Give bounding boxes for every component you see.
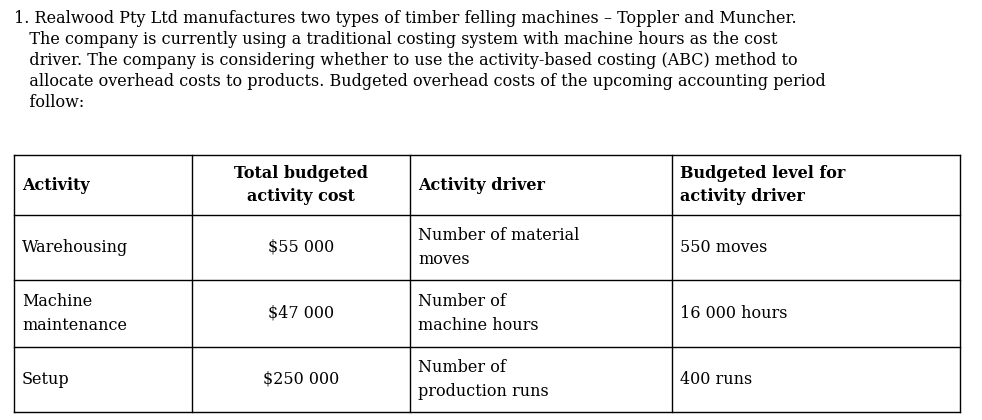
Text: Number of material
moves: Number of material moves (418, 227, 579, 268)
Text: driver. The company is considering whether to use the activity-based costing (AB: driver. The company is considering wheth… (14, 52, 797, 69)
Text: The company is currently using a traditional costing system with machine hours a: The company is currently using a traditi… (14, 31, 778, 48)
Text: Warehousing: Warehousing (22, 239, 129, 256)
Text: Machine
maintenance: Machine maintenance (22, 293, 127, 334)
Text: Activity: Activity (22, 176, 89, 194)
Text: follow:: follow: (14, 94, 84, 111)
Text: Setup: Setup (22, 371, 70, 388)
Text: Number of
machine hours: Number of machine hours (418, 293, 538, 334)
Text: Total budgeted
activity cost: Total budgeted activity cost (234, 165, 368, 205)
Text: allocate overhead costs to products. Budgeted overhead costs of the upcoming acc: allocate overhead costs to products. Bud… (14, 73, 826, 90)
Text: $250 000: $250 000 (263, 371, 339, 388)
Text: 1. Realwood Pty Ltd manufactures two types of timber felling machines – Toppler : 1. Realwood Pty Ltd manufactures two typ… (14, 10, 796, 27)
Text: Activity driver: Activity driver (418, 176, 545, 194)
Text: Number of
production runs: Number of production runs (418, 359, 549, 400)
Text: $55 000: $55 000 (268, 239, 334, 256)
Text: 550 moves: 550 moves (680, 239, 767, 256)
Text: $47 000: $47 000 (268, 305, 334, 322)
Text: 400 runs: 400 runs (680, 371, 752, 388)
Text: Budgeted level for
activity driver: Budgeted level for activity driver (680, 165, 846, 205)
Text: 16 000 hours: 16 000 hours (680, 305, 788, 322)
